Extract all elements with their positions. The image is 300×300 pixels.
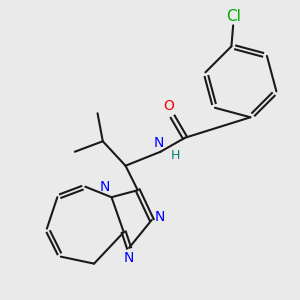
Text: N: N	[154, 136, 164, 150]
Text: Cl: Cl	[226, 9, 241, 24]
Text: N: N	[154, 210, 165, 224]
Text: O: O	[163, 99, 174, 113]
Text: N: N	[100, 180, 110, 194]
Text: N: N	[123, 251, 134, 265]
Text: H: H	[170, 149, 180, 162]
